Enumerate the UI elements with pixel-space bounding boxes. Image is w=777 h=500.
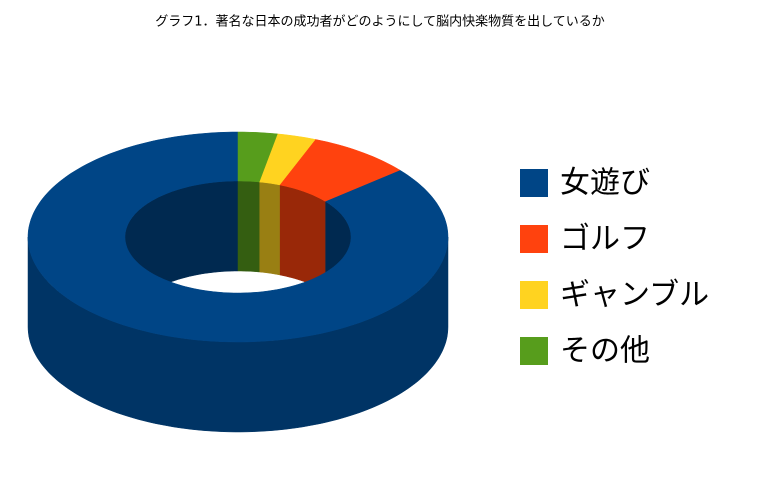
legend-label: ゴルフ [560, 222, 650, 257]
inner-wall [279, 184, 326, 292]
inner-wall [237, 180, 260, 273]
slice [279, 139, 401, 202]
legend-swatch [520, 281, 548, 309]
legend-swatch [520, 169, 548, 197]
legend-label: 女遊び [560, 166, 650, 201]
legend-label: その他 [560, 334, 650, 369]
slice [258, 133, 316, 186]
legend-swatch [520, 337, 548, 365]
inner-wall [258, 181, 280, 276]
legend-label: ギャンブル [560, 278, 709, 313]
chart-title: グラフ1．著名な日本の成功者がどのようにして脳内快楽物質を出しているか [155, 14, 605, 30]
slice [237, 131, 278, 183]
legend-swatch [520, 225, 548, 253]
